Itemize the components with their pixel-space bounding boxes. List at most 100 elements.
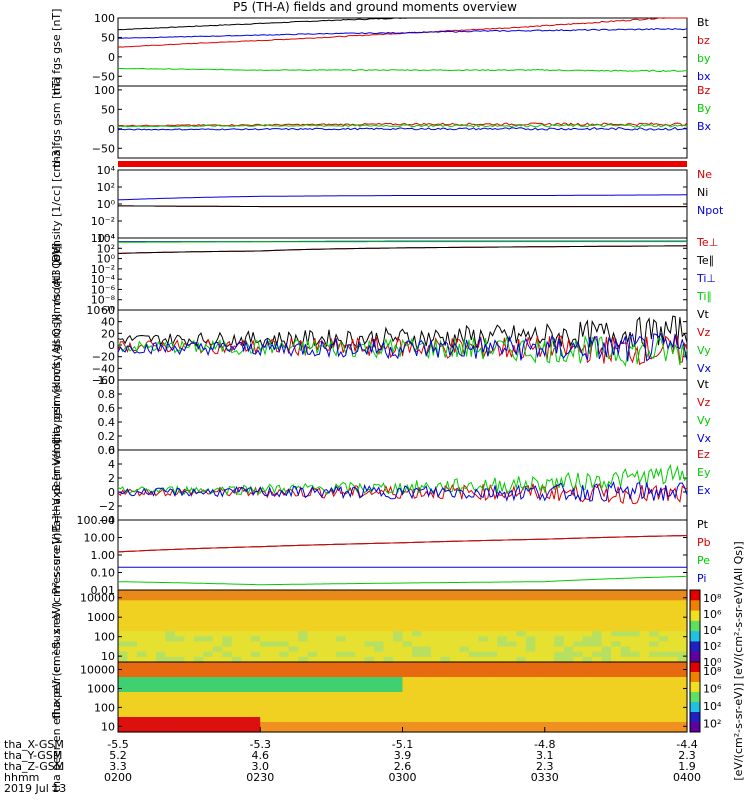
heatmap-cell	[592, 600, 603, 607]
heatmap-cell	[601, 677, 612, 683]
heatmap-cell	[203, 646, 214, 653]
heatmap-cell	[459, 605, 470, 612]
heatmap-cell	[222, 626, 233, 632]
heatmap-cell	[402, 631, 413, 637]
heatmap-cell	[165, 672, 176, 678]
heatmap-cell	[677, 712, 688, 718]
heatmap-cell	[611, 590, 622, 596]
heatmap-cell	[184, 610, 195, 617]
heatmap-cell	[563, 692, 574, 698]
heatmap-cell	[374, 600, 385, 607]
heatmap-cell	[563, 610, 574, 617]
heatmap-cell	[231, 595, 242, 601]
heatmap-cell	[639, 615, 650, 622]
heatmap-cell	[658, 707, 669, 713]
heatmap-cell	[364, 656, 375, 663]
heatmap-cell	[402, 697, 413, 703]
heatmap-cell	[411, 605, 423, 612]
heatmap-cell	[563, 641, 574, 648]
heatmap-cell	[430, 722, 442, 728]
heatmap-cell	[364, 717, 375, 723]
heatmap-cell	[222, 600, 233, 607]
heatmap-cell	[374, 702, 385, 708]
heatmap-cell	[355, 662, 366, 668]
heatmap-cell	[203, 707, 214, 713]
heatmap-cell	[601, 687, 612, 693]
heatmap-cell	[374, 641, 385, 648]
heatmap-cell	[165, 636, 176, 643]
heatmap-cell	[317, 605, 328, 612]
heatmap-cell	[127, 651, 138, 658]
heatmap-cell	[459, 682, 470, 688]
heatmap-cell	[506, 687, 517, 693]
heatmap-cell	[554, 667, 565, 673]
heatmap-cell	[411, 595, 423, 601]
heatmap-cell	[487, 722, 498, 728]
heatmap-cell	[630, 662, 641, 668]
heatmap-cell	[345, 600, 356, 607]
heatmap-cell	[601, 662, 612, 668]
heatmap-cell	[136, 636, 148, 643]
footer-row-label: tha_Y-GSM	[4, 749, 62, 762]
heatmap-cell	[582, 712, 593, 718]
y-tick-label: 10.00	[84, 532, 116, 545]
heatmap-cell	[269, 615, 280, 622]
heatmap-cell	[146, 722, 157, 728]
heatmap-cell	[383, 727, 394, 733]
heatmap-cell	[155, 590, 167, 596]
heatmap-cell	[336, 717, 347, 723]
heatmap-cell	[525, 667, 536, 673]
heatmap-cell	[535, 646, 546, 653]
heatmap-cell	[487, 682, 498, 688]
heatmap-cell	[374, 620, 385, 627]
heatmap-cell	[269, 697, 280, 703]
heatmap-cell	[212, 656, 223, 663]
heatmap-cell	[582, 667, 593, 673]
heatmap-cell	[184, 692, 195, 698]
heatmap-cell	[592, 722, 603, 728]
heatmap-cell	[516, 615, 527, 622]
heatmap-cell	[288, 672, 299, 678]
heatmap-cell	[440, 636, 451, 643]
heatmap-cell	[544, 702, 555, 708]
heatmap-cell	[487, 605, 498, 612]
heatmap-cell	[639, 677, 650, 683]
heatmap-cell	[677, 667, 688, 673]
heatmap-cell	[279, 641, 290, 648]
heatmap-cell	[336, 682, 347, 688]
heatmap-cell	[535, 615, 546, 622]
heatmap-cell	[658, 626, 669, 632]
heatmap-cell	[288, 656, 299, 663]
heatmap-cell	[212, 595, 223, 601]
heatmap-cell	[127, 605, 138, 612]
heatmap-cell	[649, 646, 660, 653]
heatmap-cell	[506, 641, 517, 648]
heatmap-cell	[288, 702, 299, 708]
heatmap-cell	[364, 687, 375, 693]
heatmap-cell	[677, 702, 688, 708]
heatmap-cell	[658, 717, 669, 723]
heatmap-cell	[231, 646, 242, 653]
heatmap-cell	[554, 722, 565, 728]
heatmap-cell	[440, 712, 451, 718]
heatmap-cell	[288, 697, 299, 703]
heatmap-cell	[250, 610, 261, 617]
heatmap-cell	[393, 590, 404, 596]
heatmap-cell	[421, 722, 432, 728]
heatmap-cell	[241, 672, 252, 678]
heatmap-cell	[136, 692, 148, 698]
heatmap-cell	[411, 631, 423, 637]
y-tick-label: 0.8	[98, 388, 116, 401]
heatmap-cell	[506, 600, 517, 607]
heatmap-cell	[279, 610, 290, 617]
series-Bt-line	[117, 17, 687, 31]
heatmap-cell	[127, 682, 138, 688]
heatmap-cell	[468, 682, 479, 688]
heatmap-cell	[459, 646, 470, 653]
heatmap-cell	[326, 626, 337, 632]
heatmap-cell	[174, 610, 185, 617]
heatmap-cell	[231, 620, 242, 627]
heatmap-cell	[336, 610, 347, 617]
heatmap-cell	[677, 595, 688, 601]
heatmap-cell	[544, 626, 555, 632]
